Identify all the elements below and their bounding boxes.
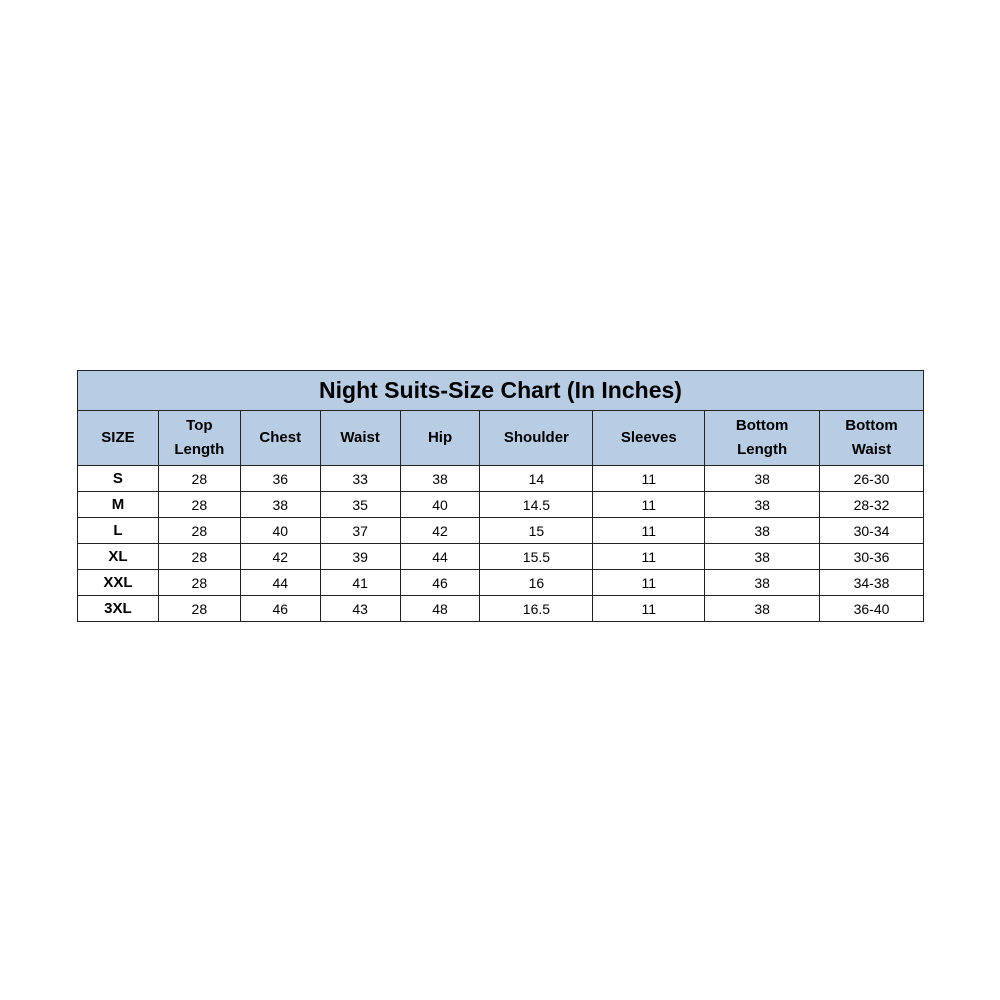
table-row: XXL 28 44 41 46 16 11 38 34-38 — [77, 569, 924, 596]
cell-top-length: 28 — [157, 517, 241, 544]
cell-hip: 42 — [399, 517, 481, 544]
header-text: SIZE — [101, 429, 135, 446]
cell-size: XXL — [77, 569, 159, 596]
column-header-shoulder: Shoulder — [479, 410, 594, 466]
cell-waist: 39 — [319, 543, 401, 570]
cell-sleeves: 11 — [592, 569, 706, 596]
cell-bottom-length: 38 — [704, 491, 821, 518]
cell-waist: 37 — [319, 517, 401, 544]
cell-bottom-waist: 34-38 — [819, 569, 924, 596]
column-header-bottom-length: Bottom Length — [704, 410, 821, 466]
header-text: Bottom — [735, 417, 789, 434]
cell-chest: 46 — [239, 595, 321, 622]
cell-waist: 35 — [319, 491, 401, 518]
column-header-top-length: Top Length — [157, 410, 241, 466]
cell-chest: 44 — [239, 569, 321, 596]
cell-hip: 46 — [399, 569, 481, 596]
cell-sleeves: 11 — [592, 491, 706, 518]
cell-bottom-length: 38 — [704, 543, 821, 570]
cell-waist: 41 — [319, 569, 401, 596]
cell-size: S — [77, 465, 159, 492]
cell-top-length: 28 — [157, 543, 241, 570]
cell-shoulder: 15.5 — [479, 543, 594, 570]
cell-shoulder: 16.5 — [479, 595, 594, 622]
header-text: Top — [186, 417, 213, 434]
cell-bottom-length: 38 — [704, 465, 821, 492]
header-text: Shoulder — [503, 429, 569, 446]
column-header-bottom-waist: Bottom Waist — [819, 410, 924, 466]
cell-size: XL — [77, 543, 159, 570]
header-text: Hip — [427, 429, 453, 446]
cell-bottom-length: 38 — [704, 595, 821, 622]
cell-shoulder: 15 — [479, 517, 594, 544]
cell-bottom-waist: 28-32 — [819, 491, 924, 518]
cell-sleeves: 11 — [592, 517, 706, 544]
cell-sleeves: 11 — [592, 595, 706, 622]
table-row: L 28 40 37 42 15 11 38 30-34 — [77, 517, 924, 544]
cell-hip: 48 — [399, 595, 481, 622]
column-header-hip: Hip — [399, 410, 481, 466]
cell-hip: 38 — [399, 465, 481, 492]
cell-shoulder: 14.5 — [479, 491, 594, 518]
cell-bottom-waist: 36-40 — [819, 595, 924, 622]
table-title: Night Suits-Size Chart (In Inches) — [77, 370, 924, 411]
cell-chest: 42 — [239, 543, 321, 570]
cell-waist: 33 — [319, 465, 401, 492]
table-row: 3XL 28 46 43 48 16.5 11 38 36-40 — [77, 595, 924, 622]
header-text: Length — [174, 441, 225, 458]
cell-size: M — [77, 491, 159, 518]
cell-top-length: 28 — [157, 465, 241, 492]
cell-bottom-length: 38 — [704, 517, 821, 544]
cell-chest: 40 — [239, 517, 321, 544]
cell-top-length: 28 — [157, 595, 241, 622]
header-text: Chest — [259, 429, 302, 446]
cell-bottom-waist: 30-36 — [819, 543, 924, 570]
header-text: Waist — [851, 441, 892, 458]
cell-size: L — [77, 517, 159, 544]
cell-bottom-length: 38 — [704, 569, 821, 596]
cell-hip: 44 — [399, 543, 481, 570]
table-row: S 28 36 33 38 14 11 38 26-30 — [77, 465, 924, 492]
cell-chest: 38 — [239, 491, 321, 518]
cell-shoulder: 14 — [479, 465, 594, 492]
cell-size: 3XL — [77, 595, 159, 622]
cell-top-length: 28 — [157, 569, 241, 596]
column-header-waist: Waist — [319, 410, 401, 466]
cell-sleeves: 11 — [592, 465, 706, 492]
cell-hip: 40 — [399, 491, 481, 518]
header-row: SIZE Top Length Chest Waist Hip Shoulder Sleeve… — [77, 410, 924, 466]
column-header-sleeves: Sleeves — [592, 410, 706, 466]
header-text: Waist — [340, 429, 380, 446]
cell-shoulder: 16 — [479, 569, 594, 596]
size-chart-table: Night Suits-Size Chart (In Inches) SIZE T… — [77, 370, 924, 622]
cell-waist: 43 — [319, 595, 401, 622]
header-text: Bottom — [845, 417, 898, 434]
table-row: XL 28 42 39 44 15.5 11 38 30-36 — [77, 543, 924, 570]
cell-bottom-waist: 26-30 — [819, 465, 924, 492]
column-header-chest: Chest — [239, 410, 321, 466]
header-text: Sleeves — [620, 429, 677, 446]
cell-chest: 36 — [239, 465, 321, 492]
header-text: Length — [737, 441, 788, 458]
cell-top-length: 28 — [157, 491, 241, 518]
table-row: M 28 38 35 40 14.5 11 38 28-32 — [77, 491, 924, 518]
cell-sleeves: 11 — [592, 543, 706, 570]
cell-bottom-waist: 30-34 — [819, 517, 924, 544]
column-header-size: SIZE — [77, 410, 159, 466]
